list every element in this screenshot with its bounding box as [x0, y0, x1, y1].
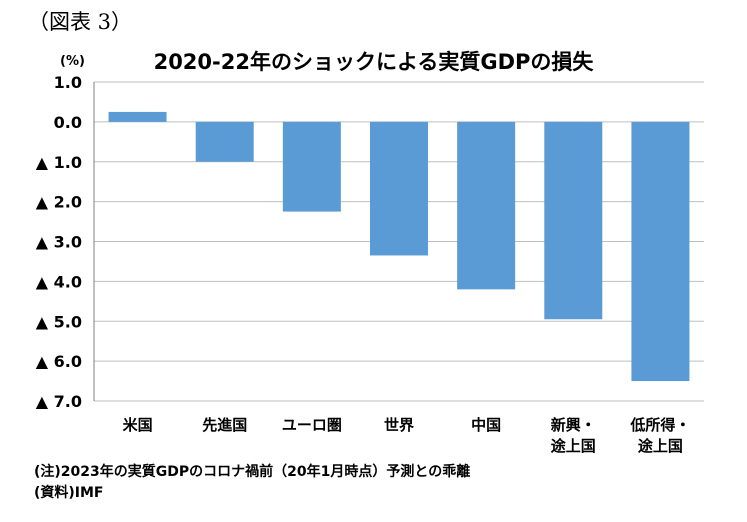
x-category-label: ユーロ圏: [282, 416, 342, 434]
y-tick-label: ▲ 4.0: [36, 272, 82, 291]
x-category-label: 中国: [471, 416, 501, 434]
x-category-label: 新興・: [551, 416, 596, 434]
figure-label: （図表 3）: [28, 10, 133, 34]
x-category-label: 途上国: [551, 437, 596, 455]
chart-note: (注)2023年の実質GDPのコロナ禍前（20年1月時点）予測との乖離: [34, 464, 471, 480]
y-axis-unit: (%): [60, 54, 85, 69]
chart-title: 2020-22年のショックによる実質GDPの損失: [153, 50, 594, 74]
bar: [195, 121, 254, 162]
bar: [370, 121, 428, 256]
x-category-label: 米国: [123, 416, 153, 434]
y-tick-label: ▲ 6.0: [36, 352, 82, 371]
y-tick-label: ▲ 2.0: [36, 193, 82, 212]
bar: [457, 121, 516, 290]
x-category-label: 先進国: [202, 416, 247, 434]
y-tick-label: 1.0: [54, 73, 82, 92]
x-category-label: 低所得・: [629, 416, 690, 434]
y-tick-label: ▲ 3.0: [36, 233, 82, 252]
y-tick-label: ▲ 5.0: [36, 312, 82, 331]
y-tick-label: ▲ 1.0: [36, 153, 82, 172]
y-tick-label: ▲ 7.0: [36, 392, 82, 411]
bar: [282, 121, 341, 212]
bar: [544, 121, 603, 320]
x-category-label: 世界: [384, 416, 414, 434]
bar: [108, 111, 167, 122]
bar: [631, 121, 690, 382]
x-category-label: 途上国: [638, 437, 683, 455]
chart-source: (資料)IMF: [34, 485, 104, 501]
y-tick-label: 0.0: [54, 113, 82, 132]
